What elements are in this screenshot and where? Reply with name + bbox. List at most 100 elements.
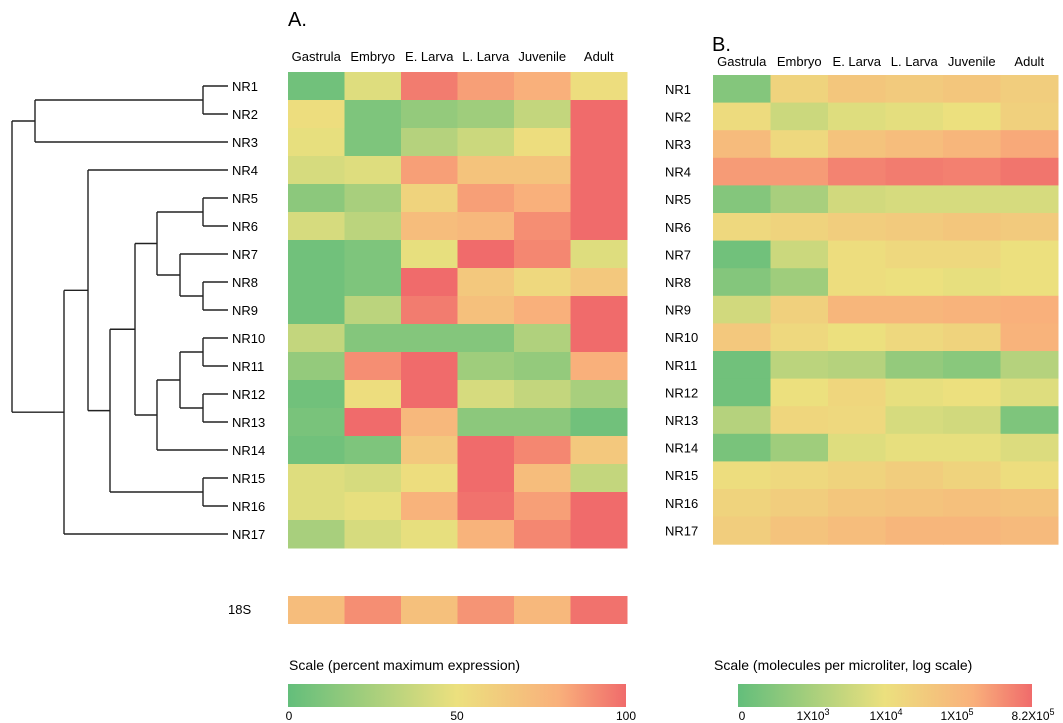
panel-a-row-label: NR3 [232,135,258,150]
panel-a-column-label: L. Larva [462,49,510,64]
panel-b-cell [713,295,771,324]
ref-row-label: 18S [228,602,251,617]
panel-a-cell [457,436,515,465]
panel-a-cell [344,72,402,101]
panel-a-cell [457,212,515,241]
ref-row-heatmap [288,596,628,624]
panel-b-scale-bar [738,684,1032,707]
panel-a-cell [288,184,345,213]
panel-a-cell [288,156,345,185]
panel-b-cell [713,213,771,242]
ref-row-cell [401,596,458,624]
panel-a-cell [401,296,458,325]
panel-a-cell [344,184,402,213]
panel-b-cell [713,102,771,131]
panel-b-cell [943,516,1001,545]
panel-a-column-label: Juvenile [518,49,566,64]
panel-b-row-label: NR5 [665,192,691,207]
panel-a-cell [401,492,458,521]
panel-b-cell [770,406,829,435]
panel-a-cell [401,156,458,185]
panel-a-cell [457,296,515,325]
panel-a-row-label: NR17 [232,527,265,542]
panel-a-cell [514,184,571,213]
panel-a-cell [344,436,402,465]
panel-a-cell [457,380,515,409]
panel-a-row-label: NR9 [232,303,258,318]
panel-b-cell [885,268,944,297]
panel-b-scale-ticks: 0 1X103 1X104 1X105 8.2X105 [739,707,1055,723]
panel-a-cell [401,464,458,493]
panel-a-column-labels: Gastrula Embryo E. Larva L. Larva Juvenile Ad… [292,49,614,64]
panel-a-scale-title: Scale (percent maximum expression) [289,657,520,673]
panel-a-cell [457,156,515,185]
panel-a-cell [344,352,402,381]
panel-a-cell [401,128,458,157]
panel-a-cell [514,268,571,297]
panel-b-cell [1000,378,1059,407]
panel-b-cell [885,516,944,545]
panel-b-cell [943,75,1001,104]
panel-a-cell [288,324,345,353]
panel-a-cell [457,464,515,493]
panel-a-cell [401,184,458,213]
panel-b-cell [713,489,771,518]
panel-b-cell [713,130,771,159]
panel-a-cell [288,72,345,101]
panel-a-cell [344,156,402,185]
panel-a-cell [288,128,345,157]
panel-a-scale-tick: 0 [286,709,293,723]
panel-b-row-label: NR4 [665,165,691,180]
panel-a-cell [288,296,345,325]
panel-a-cell [344,240,402,269]
panel-a-cell [401,408,458,437]
panel-a-cell [514,436,571,465]
panel-a-cell [344,324,402,353]
panel-a-cell [288,100,345,129]
panel-a-cell [288,268,345,297]
panel-a-cell [288,436,345,465]
panel-a-cell [570,72,628,101]
panel-a-scale-bar [288,684,626,707]
panel-a-cell [570,240,628,269]
panel-b-row-label: NR1 [665,82,691,97]
panel-b-cell [943,130,1001,159]
panel-a-column-label: Embryo [350,49,395,64]
ref-row-cell [288,596,345,624]
panel-a-heatmap [288,72,628,549]
panel-a-letter: A. [288,9,307,31]
panel-b-cell [1000,406,1059,435]
panel-a-row-label: NR5 [232,191,258,206]
panel-a-cell [570,100,628,129]
panel-b-cell [828,295,886,324]
panel-a-row-label: NR7 [232,247,258,262]
panel-b-scale-tick: 1X105 [940,707,973,723]
ref-row-cell [344,596,402,624]
panel-a-cell [344,408,402,437]
panel-b-cell [828,351,886,380]
panel-a-cell [288,380,345,409]
panel-a-cell [514,380,571,409]
panel-a-cell [401,240,458,269]
panel-b-cell [943,213,1001,242]
panel-a-column-label: E. Larva [405,49,454,64]
panel-a-cell [288,352,345,381]
panel-b-heatmap [713,75,1059,545]
panel-a-cell [514,212,571,241]
panel-b-cell [943,268,1001,297]
panel-a-cell [514,464,571,493]
panel-a-cell [514,128,571,157]
panel-b-cell [943,185,1001,214]
panel-b-cell [828,75,886,104]
panel-b-row-label: NR15 [665,468,698,483]
panel-b-scale-tick: 8.2X105 [1011,707,1054,723]
panel-a-cell [514,156,571,185]
panel-b-cell [770,516,829,545]
panel-b-cell [1000,323,1059,352]
panel-a-row-label: NR14 [232,443,265,458]
panel-a-cell [457,72,515,101]
panel-b-cell [828,268,886,297]
panel-b-cell [1000,433,1059,462]
panel-b-cell [828,213,886,242]
panel-a-cell [514,72,571,101]
